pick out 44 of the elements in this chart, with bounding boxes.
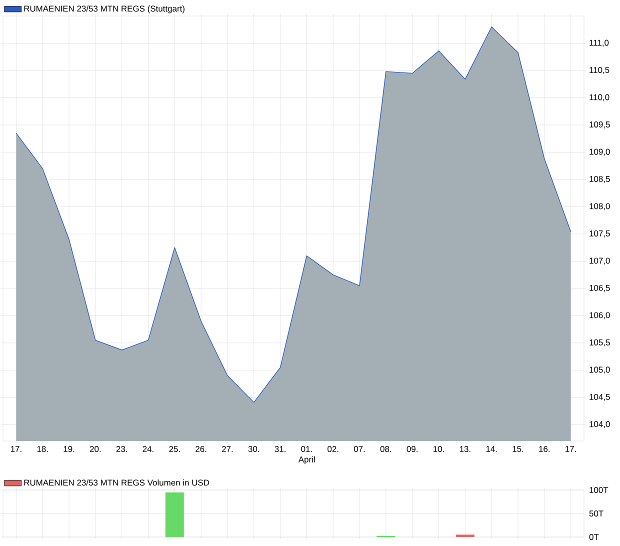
y-tick-label: 106,5	[590, 284, 610, 292]
x-tick-label: 19.	[64, 446, 74, 452]
x-tick-label: 30.	[248, 446, 259, 452]
y-tick-label: 109,5	[590, 121, 610, 128]
x-tick-label: 18.	[37, 446, 48, 452]
x-tick-label: 15.	[512, 446, 524, 452]
y-tick-label: 111,0	[590, 40, 609, 47]
y-tick-label: 105,5	[590, 339, 610, 346]
x-tick-label: 17.	[566, 446, 576, 452]
x-tick-label: 26.	[196, 446, 206, 452]
y-tick-label: 108,0	[590, 203, 610, 210]
y-tick-label: 109,0	[590, 148, 610, 156]
y-tick-label: 0T	[589, 534, 599, 540]
x-tick-label: 17.	[10, 446, 22, 452]
x-tick-label: 02.	[328, 446, 338, 452]
y-tick-label: 110,0	[590, 94, 610, 102]
x-tick-label: 01.	[301, 446, 312, 452]
x-tick-label: 31.	[274, 446, 286, 452]
x-tick-label: 10.	[434, 446, 444, 452]
y-tick-label: 100T	[590, 487, 608, 493]
x-tick-label: 23.	[116, 446, 127, 452]
x-tick-label: 14.	[486, 446, 497, 452]
legend-label: RUMAENIEN 23/53 MTN REGS (Stuttgart)	[24, 5, 184, 14]
x-tick-label: 25.	[169, 446, 180, 452]
x-tick-label: 09.	[406, 446, 418, 452]
x-tick-label: 07.	[354, 446, 365, 452]
y-tick-label: 105,0	[590, 366, 610, 374]
legend-label: RUMAENIEN 23/53 MTN REGS Volumen in USD	[24, 479, 210, 486]
x-tick-label: 16.	[539, 446, 550, 452]
y-tick-label: 104,5	[590, 394, 610, 401]
y-tick-label: 107,5	[590, 230, 610, 238]
x-tick-label: 13.	[460, 446, 470, 452]
x-tick-label: 24.	[142, 446, 154, 452]
y-tick-label: 108,5	[590, 176, 610, 183]
y-tick-label: 104,0	[590, 421, 610, 428]
x-tick-label: 27.	[222, 446, 233, 452]
y-tick-label: 107,0	[590, 258, 610, 265]
y-tick-label: 106,0	[590, 312, 610, 320]
y-tick-label: 110,5	[590, 66, 610, 74]
bar	[165, 492, 184, 537]
x-tick-label: 20.	[90, 446, 101, 452]
x-tick-label: 08.	[380, 446, 392, 452]
text: April	[298, 456, 315, 464]
y-tick-label: 50T	[589, 510, 604, 516]
